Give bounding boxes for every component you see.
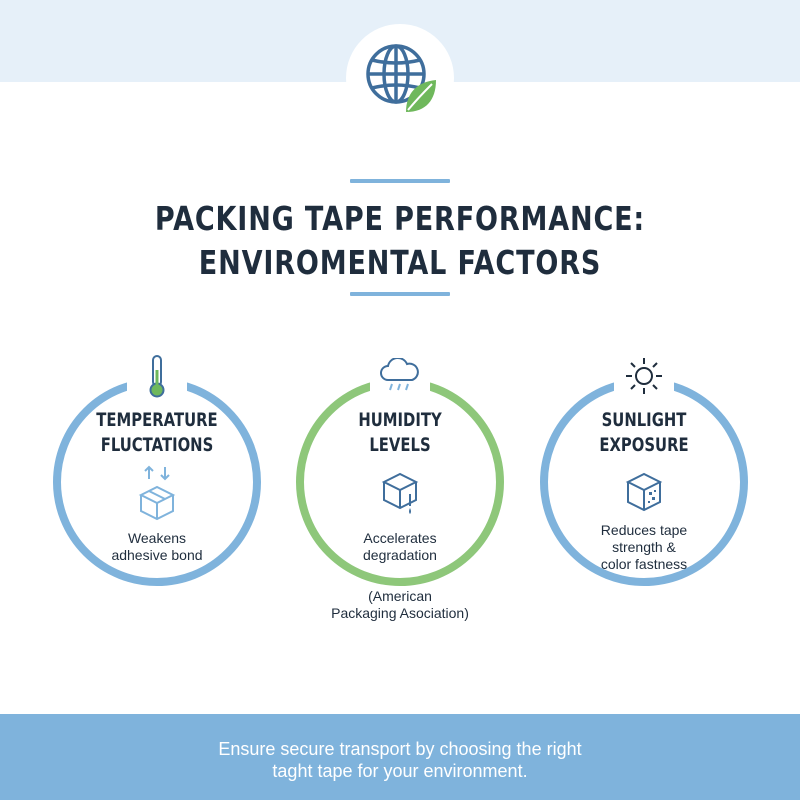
factor-heading-line-2: LEVELS <box>369 434 431 456</box>
factor-heading-line-1: TEMPERATURE <box>96 409 218 431</box>
factor-description-line-2: strength & <box>612 539 676 555</box>
box-with-drip-icon <box>381 472 419 514</box>
page-title-line-1: PACKING TAPE PERFORMANCE: <box>154 199 646 238</box>
box-with-arrows-icon <box>138 465 176 521</box>
sun-icon <box>626 358 662 394</box>
factor-description-line-1: Accelerates <box>363 530 437 546</box>
footer-band: Ensure secure transport by choosing the … <box>0 714 800 800</box>
citation-line-2: Packaging Asociation) <box>331 605 469 621</box>
rain-cloud-icon <box>380 358 419 391</box>
citation: (American Packaging Asociation) <box>260 588 540 622</box>
factor-top-icon-holder <box>614 353 674 399</box>
factor-heading: SUNLIGHT EXPOSURE <box>561 408 728 458</box>
factor-humidity: HUMIDITY LEVELS Accelerates degradation <box>293 353 507 589</box>
citation-line-1: (American <box>368 588 432 604</box>
factor-description-line-1: Reduces tape <box>600 522 688 538</box>
factor-top-icon-holder <box>127 353 187 399</box>
factor-description-line-1: Weakens <box>127 530 187 546</box>
factor-heading: HUMIDITY LEVELS <box>317 408 484 458</box>
factor-description: Reduces tape strength & color fastness <box>537 522 751 573</box>
factor-top-icon-holder <box>370 353 430 399</box>
title-rule-bottom <box>350 292 450 296</box>
factor-heading-line-1: SUNLIGHT <box>601 409 687 431</box>
globe-with-leaf-icon <box>366 44 436 112</box>
factor-heading-line-2: FLUCTATIONS <box>100 434 214 456</box>
factor-description: Weakens adhesive bond <box>50 530 264 564</box>
faded-box-icon <box>625 472 663 512</box>
factor-description: Accelerates degradation <box>293 530 507 564</box>
factor-description-line-3: color fastness <box>600 556 688 572</box>
footer-text: Ensure secure transport by choosing the … <box>0 738 800 782</box>
factor-heading: TEMPERATURE FLUCTATIONS <box>74 408 241 458</box>
factor-description-line-2: adhesive bond <box>111 547 203 563</box>
factor-heading-line-2: EXPOSURE <box>599 434 689 456</box>
page-title-line-2: ENVIROMENTAL FACTORS <box>198 243 602 282</box>
page-title: PACKING TAPE PERFORMANCE: ENVIROMENTAL F… <box>72 197 728 285</box>
factor-sunlight: SUNLIGHT EXPOSURE Reduces tape strength … <box>537 353 751 589</box>
factor-description-line-2: degradation <box>363 547 437 563</box>
thermometer-icon <box>149 355 165 398</box>
factor-temperature: TEMPERATURE FLUCTATIONS Weakens adhesive… <box>50 353 264 589</box>
logo-badge <box>346 24 454 132</box>
footer-text-line-2: taght tape for your environment. <box>272 761 528 781</box>
footer-text-line-1: Ensure secure transport by choosing the … <box>218 739 582 759</box>
factor-heading-line-1: HUMIDITY <box>358 409 442 431</box>
title-rule-top <box>350 179 450 183</box>
